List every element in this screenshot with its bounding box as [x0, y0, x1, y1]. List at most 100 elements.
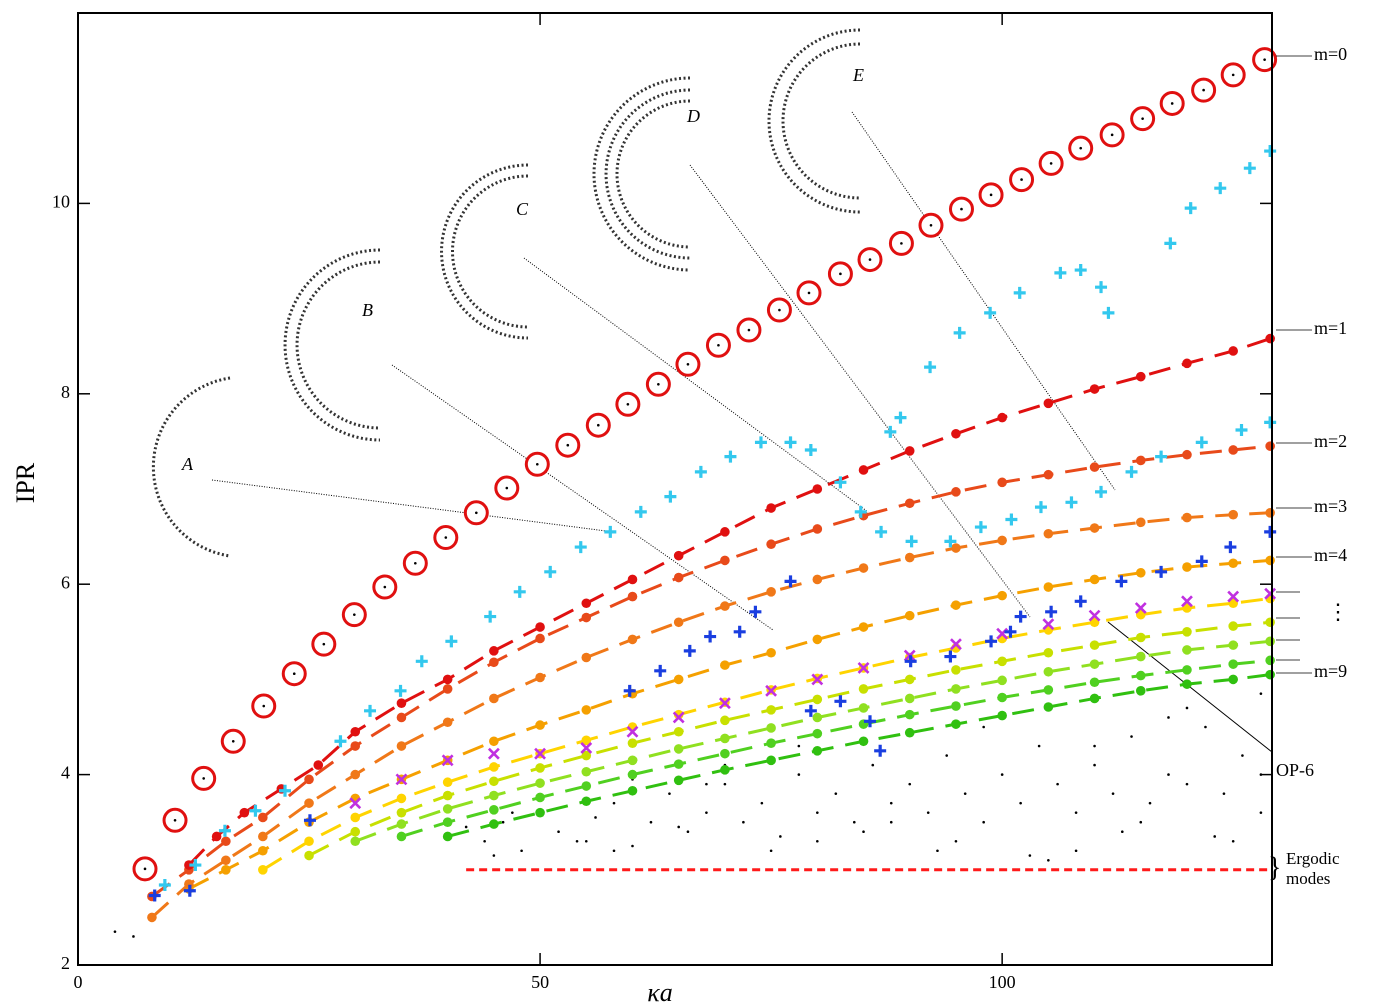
plus-marker	[1004, 625, 1017, 638]
plus-marker	[303, 814, 316, 827]
dot-marker	[1228, 659, 1238, 669]
annotation-arrows	[211, 111, 1116, 631]
dot-marker	[858, 684, 869, 694]
ergodic-point	[852, 820, 856, 824]
dot-marker	[1043, 582, 1054, 592]
plus-marker	[804, 704, 817, 717]
dot-marker	[581, 598, 592, 609]
dot-marker	[812, 484, 823, 494]
marker-center	[143, 867, 147, 871]
dot-marker	[1182, 645, 1192, 655]
plus-marker	[634, 505, 647, 518]
dot-marker	[904, 552, 915, 563]
ergodic-point	[1019, 801, 1022, 805]
dot-marker	[720, 715, 730, 726]
right-arrows	[1276, 55, 1312, 674]
ergodic-point	[862, 830, 865, 834]
series-line	[401, 658, 1271, 838]
dot-marker	[627, 738, 638, 748]
mode-label: m=4	[1314, 545, 1347, 565]
dot-marker	[997, 692, 1007, 703]
dot-marker	[1265, 441, 1275, 451]
dot-marker	[239, 807, 250, 818]
ergodic-point	[1259, 692, 1263, 695]
dot-marker	[581, 652, 592, 663]
x-marker	[395, 773, 408, 786]
dot-marker	[304, 774, 314, 785]
dot-marker	[1043, 685, 1054, 695]
dot-marker	[350, 812, 361, 823]
ergodic-point	[113, 930, 117, 933]
dot-marker	[1182, 358, 1192, 369]
dot-marker	[147, 912, 157, 923]
dot-marker	[1265, 636, 1275, 647]
dot-marker	[812, 574, 823, 585]
ergodic-point	[1120, 830, 1124, 834]
dot-marker	[766, 539, 776, 550]
plus-marker	[1155, 450, 1168, 463]
dot-marker	[627, 634, 638, 645]
dot-marker	[720, 660, 730, 670]
marker-center	[262, 704, 266, 708]
ergodic-point	[492, 854, 496, 857]
series-line	[187, 337, 1271, 867]
plus-marker	[279, 784, 292, 797]
plus-marker	[1264, 525, 1277, 538]
arrow-d	[689, 164, 1031, 618]
op6-label: OP-6	[1276, 760, 1314, 780]
dot-marker	[858, 563, 869, 573]
marker-center	[353, 613, 356, 616]
dot-marker	[1228, 346, 1238, 356]
dot-marker	[1265, 555, 1275, 566]
x-marker	[811, 673, 824, 686]
plus-marker	[1184, 202, 1197, 215]
dot-marker	[1265, 617, 1275, 628]
dot-marker	[951, 543, 961, 553]
dot-marker	[1089, 523, 1100, 533]
dot-marker	[627, 591, 638, 602]
series-line	[447, 673, 1271, 838]
dot-marker	[1228, 621, 1238, 631]
dot-marker	[535, 778, 545, 788]
ergodic-point	[483, 839, 486, 843]
dot-marker	[904, 446, 915, 456]
x-axis-label: κa	[647, 978, 672, 1007]
y-tick-label: 4	[61, 763, 70, 783]
dot-marker	[258, 845, 268, 856]
marker-center	[778, 308, 781, 312]
dot-marker	[535, 633, 545, 644]
dot-marker	[766, 755, 776, 766]
plus-marker	[1164, 237, 1177, 250]
plus-marker	[1115, 575, 1128, 588]
marker-center	[900, 242, 903, 245]
dot-marker	[627, 755, 638, 766]
ergodic-point	[1259, 811, 1263, 814]
dot-marker	[904, 693, 915, 704]
plus-marker	[1195, 555, 1208, 568]
marker-center	[414, 561, 417, 565]
ergodic-point	[816, 811, 819, 814]
ergodic-point	[982, 820, 985, 824]
dot-marker	[951, 428, 961, 439]
plus-marker	[604, 525, 617, 538]
dot-marker	[442, 684, 453, 694]
ergodic-point	[954, 839, 958, 843]
dot-marker	[313, 760, 324, 770]
plus-marker	[953, 326, 966, 339]
dot-marker	[1135, 517, 1146, 528]
dot-marker	[211, 831, 222, 842]
ergodic-point	[677, 825, 680, 829]
dot-marker	[535, 720, 545, 730]
plus-marker	[1125, 465, 1138, 478]
dot-marker	[673, 550, 684, 561]
plus-marker	[1243, 162, 1256, 175]
dot-marker	[1089, 640, 1100, 650]
dot-marker	[396, 741, 407, 751]
dot-marker	[1135, 670, 1146, 681]
dot-marker	[812, 728, 823, 739]
y-tick-label: 6	[61, 572, 70, 592]
dot-marker	[627, 574, 638, 585]
x-marker	[857, 662, 870, 674]
dot-marker	[581, 705, 592, 715]
